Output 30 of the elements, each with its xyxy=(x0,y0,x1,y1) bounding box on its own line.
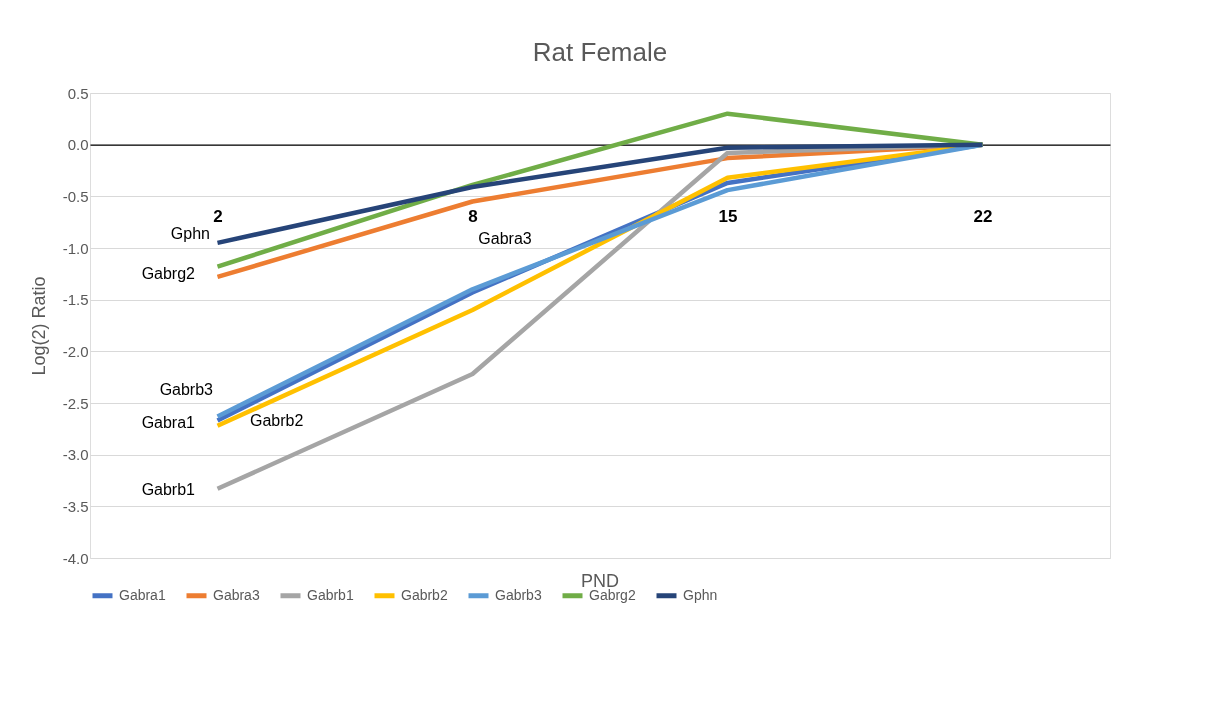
annotation: Gphn xyxy=(170,225,210,242)
y-tick-label: 0.5 xyxy=(67,84,89,102)
x-tick-label: 22 xyxy=(973,207,993,227)
y-tick-label: -2.5 xyxy=(62,394,89,412)
annotation: Gabrb1 xyxy=(141,481,196,498)
annotation: Gabrg2 xyxy=(141,265,196,282)
y-tick-label: -2.0 xyxy=(62,342,89,360)
annotation: Gabrb2 xyxy=(250,412,304,429)
annotation: Gabrb3 xyxy=(159,381,214,398)
legend-label: Gabrb3 xyxy=(495,586,542,603)
legend-label: Gabrg2 xyxy=(589,586,636,603)
y-tick-label: -1.0 xyxy=(62,239,89,257)
y-tick-label: -3.0 xyxy=(62,446,89,464)
x-tick-label: 2 xyxy=(213,207,223,227)
x-tick-label: 15 xyxy=(718,207,738,227)
y-tick-label: 0.0 xyxy=(67,136,89,154)
annotation: Gabra3 xyxy=(478,230,532,247)
chart-title: Rat Female xyxy=(532,37,668,67)
annotation: Gabra1 xyxy=(141,414,196,431)
y-tick-label: -4.0 xyxy=(62,549,89,567)
y-tick-label: -3.5 xyxy=(62,497,89,515)
y-tick-label: -1.5 xyxy=(62,291,89,309)
y-tick-label: -0.5 xyxy=(62,187,89,205)
legend-label: Gabra1 xyxy=(119,586,166,603)
legend-label: Gabrb1 xyxy=(307,586,354,603)
x-tick-label: 8 xyxy=(468,207,478,227)
legend-label: Gabra3 xyxy=(213,586,260,603)
legend-label: Gphn xyxy=(683,586,718,603)
y-axis-title: Log(2) Ratio xyxy=(28,276,49,376)
legend-label: Gabrb2 xyxy=(401,586,448,603)
